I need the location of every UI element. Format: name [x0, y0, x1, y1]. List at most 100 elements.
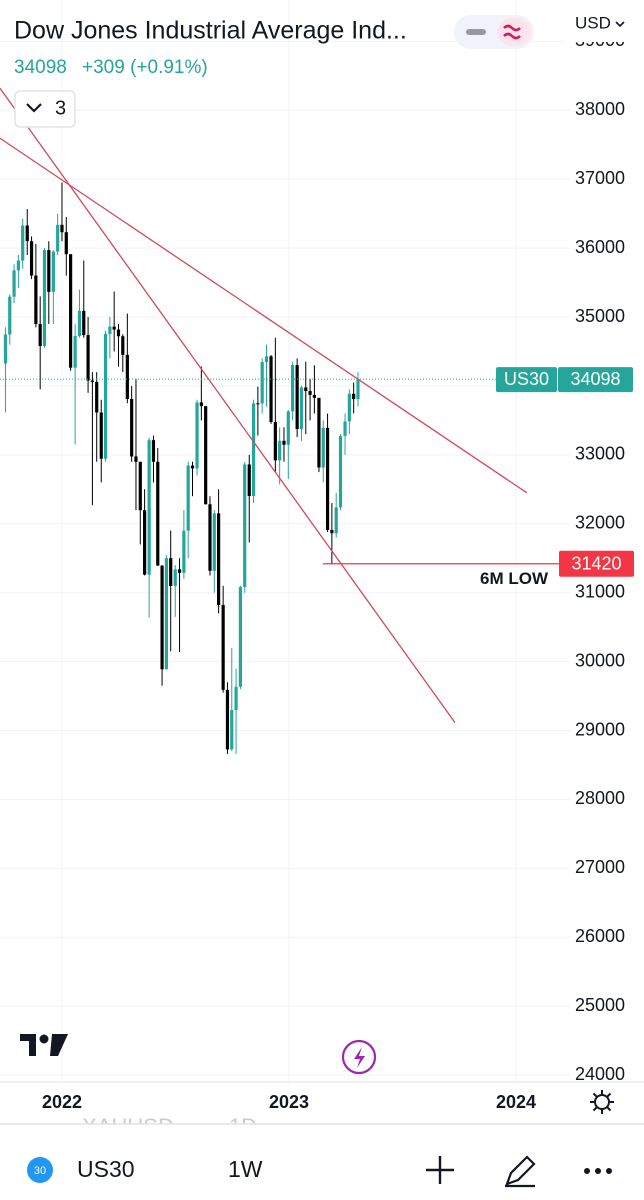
candle-body	[225, 689, 230, 750]
toolbar-interval[interactable]: 1W	[228, 1156, 263, 1182]
candle-body	[56, 224, 60, 252]
chart-mode-toggle[interactable]	[454, 15, 534, 49]
candle-body	[173, 569, 177, 587]
y-tick-label: 29000	[575, 719, 625, 739]
level-label: 6M LOW	[480, 569, 549, 588]
lightning-icon	[354, 1047, 365, 1068]
currency-label[interactable]: USD	[575, 13, 611, 32]
y-tick-label: 33000	[575, 444, 625, 464]
candle-body	[269, 356, 273, 422]
candle-body	[343, 421, 347, 436]
y-tick-label: 28000	[575, 788, 625, 808]
add-button[interactable]	[426, 1156, 454, 1184]
candle-body	[299, 387, 304, 430]
y-tick-label: 37000	[575, 168, 625, 188]
candle-body	[42, 250, 47, 346]
compare-mode-icon[interactable]	[503, 24, 521, 40]
draw-button[interactable]	[505, 1155, 536, 1188]
candle-body	[260, 362, 264, 404]
indicators-button[interactable]	[14, 90, 76, 128]
dot	[606, 1168, 612, 1174]
trendline	[0, 137, 528, 494]
candle-body	[177, 569, 182, 573]
level-tag	[559, 550, 634, 577]
candle-body	[86, 335, 90, 381]
candle-body	[212, 513, 216, 571]
candle-body	[282, 440, 286, 445]
candle-body	[352, 393, 356, 400]
candle-body	[64, 232, 68, 255]
currency-backdrop	[566, 6, 644, 42]
logo-part	[50, 1034, 68, 1056]
y-tick-label: 31000	[575, 581, 625, 601]
x-tick-label: 2023	[269, 1092, 309, 1112]
grid	[0, 0, 644, 1083]
candle-body	[164, 558, 168, 670]
dot	[584, 1168, 590, 1174]
gear-ring[interactable]	[594, 1094, 610, 1110]
axes: 24000 25000 26000 27000 28000 29000 30000 31000…	[0, 30, 634, 1112]
candle-body	[238, 586, 242, 687]
candle-body	[221, 604, 225, 690]
candle-body	[21, 225, 25, 261]
y-tick-label: 30000	[575, 650, 625, 670]
candle-body	[304, 387, 308, 392]
candle-body	[338, 435, 343, 508]
candle-body	[138, 461, 142, 511]
candle-body	[151, 440, 156, 462]
candle-body	[286, 411, 290, 445]
symbol-title[interactable]: Dow Jones Industrial Average Ind...	[14, 17, 407, 45]
indicators-toggle[interactable]: 3	[14, 90, 76, 128]
candle-body	[186, 465, 190, 531]
candle-body	[169, 558, 173, 587]
candle-body	[243, 464, 247, 587]
candle-body	[116, 329, 121, 337]
candle-body	[99, 412, 103, 459]
tradingview-logo	[20, 1034, 68, 1056]
candle-body	[73, 335, 77, 368]
candle-body	[208, 504, 212, 571]
candle-body	[130, 398, 134, 457]
logo-part	[20, 1034, 36, 1056]
candle-body	[3, 334, 8, 364]
candle-body	[25, 225, 29, 242]
more-button[interactable]	[584, 1168, 612, 1174]
candle-body	[251, 403, 256, 496]
candle-body	[47, 250, 51, 292]
candle-body	[182, 530, 186, 573]
candle-body	[68, 254, 73, 368]
x-tick-label: 2022	[42, 1092, 82, 1112]
candle-body	[278, 440, 282, 461]
faded-row: XAUUSD 1D	[82, 1114, 257, 1139]
toolbar-symbol[interactable]: US30	[77, 1156, 135, 1182]
candle-body	[29, 241, 34, 276]
gear-teeth	[590, 1090, 614, 1114]
faded-symbol: XAUUSD	[82, 1114, 174, 1139]
price-tag	[558, 367, 633, 393]
candle-body	[34, 275, 38, 324]
y-tick-label: 35000	[575, 306, 625, 326]
logo-part	[39, 1034, 49, 1044]
y-tick-label: 26000	[575, 926, 625, 946]
candle-body	[264, 356, 269, 363]
candle-body	[234, 686, 238, 711]
candle-body	[308, 391, 312, 395]
candle-body	[16, 260, 20, 271]
level-tag-text: 31420	[571, 553, 621, 573]
symbol-tag	[496, 367, 557, 393]
candle-body	[142, 510, 147, 575]
candle-body	[147, 440, 151, 575]
lightning-button[interactable]	[341, 1039, 377, 1075]
settings-button[interactable]	[590, 1090, 614, 1114]
candle-body	[247, 464, 251, 496]
indicators-count: 3	[55, 97, 66, 119]
x-tick-label: 2024	[496, 1092, 536, 1112]
line-mode-icon[interactable]	[466, 29, 486, 35]
candle-body	[60, 224, 64, 233]
dot	[595, 1168, 601, 1174]
candle-body	[230, 710, 234, 750]
candle-body	[217, 513, 221, 605]
